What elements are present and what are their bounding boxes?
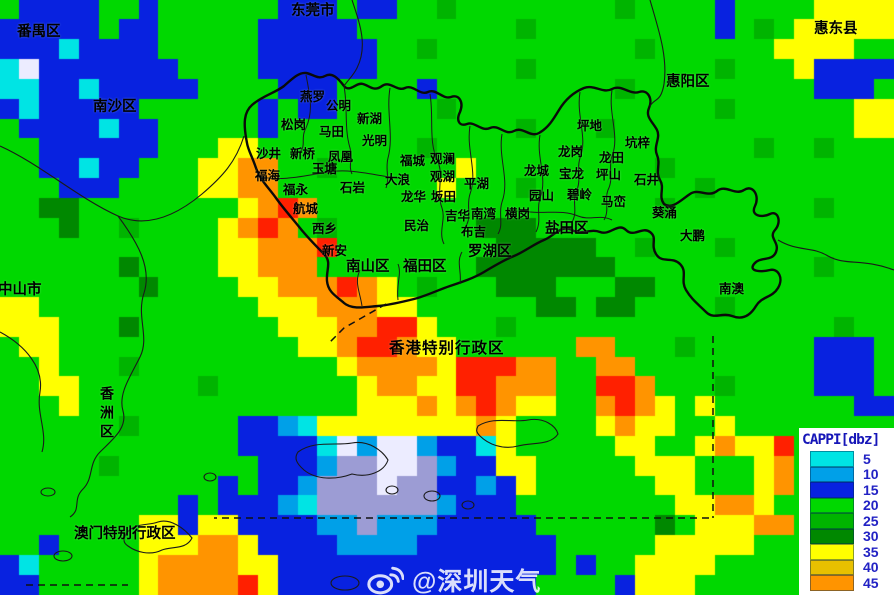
map-label: 福永 <box>283 183 309 197</box>
watermark-text: @深圳天气 <box>412 568 542 595</box>
legend-swatch <box>810 575 854 591</box>
legend-value: 30 <box>863 528 879 545</box>
map-label: 南山区 <box>346 259 390 275</box>
map-label: 罗湖区 <box>468 244 512 260</box>
map-label: 碧岭 <box>567 188 593 202</box>
legend-value: 40 <box>863 559 879 576</box>
map-label: 南沙区 <box>93 99 137 115</box>
legend-swatch <box>810 544 854 560</box>
map-label: 福海 <box>255 169 281 183</box>
legend-entries: 5 10 15 20 25 30 35 40 45 <box>802 451 894 591</box>
map-label: 马峦 <box>601 195 627 209</box>
legend-entry: 30 <box>802 528 894 545</box>
legend-entry: 20 <box>802 497 894 514</box>
map-label: 新安 <box>322 244 348 258</box>
legend-entry: 35 <box>802 544 894 560</box>
map-label: 横岗 <box>505 207 531 221</box>
legend-swatch <box>810 497 854 513</box>
map-label: 吉华 <box>445 209 471 223</box>
map-label: 松岗 <box>281 118 307 132</box>
map-label: 澳门特别行政区 <box>74 526 176 542</box>
map-label: 惠东县 <box>814 21 858 37</box>
legend-swatch <box>810 528 854 544</box>
legend-value: 35 <box>863 543 879 560</box>
map-label: 南湾 <box>471 207 497 221</box>
map-label: 龙田 <box>599 151 625 165</box>
legend-title: CAPPI[dbz] <box>802 432 880 448</box>
legend-value: 5 <box>863 450 871 467</box>
legend-swatch <box>810 513 854 529</box>
legend-value: 15 <box>863 481 879 498</box>
legend-entry: 25 <box>802 513 894 529</box>
map-label: 福城 <box>400 154 426 168</box>
map-label: 坑梓 <box>625 136 651 150</box>
map-label: 中山市 <box>0 282 42 298</box>
legend-entry: 5 <box>802 451 894 467</box>
map-label: 新湖 <box>357 112 383 126</box>
map-label: 新桥 <box>290 147 316 161</box>
map-label: 马田 <box>319 125 345 139</box>
weibo-icon <box>367 566 404 594</box>
legend-value: 10 <box>863 466 879 483</box>
map-label: 坪地 <box>577 119 603 133</box>
map-label: 公明 <box>326 99 352 113</box>
legend-swatch <box>810 466 854 482</box>
map-label: 燕罗 <box>300 90 326 104</box>
legend-panel: CAPPI[dbz] 5 10 15 20 25 30 35 40 45 <box>799 428 894 595</box>
map-label: 观澜 <box>430 152 456 166</box>
map-label: 民治 <box>404 219 430 233</box>
map-label: 龙城 <box>524 164 550 178</box>
map-label: 龙岗 <box>558 145 584 159</box>
legend-entry: 40 <box>802 559 894 576</box>
map-label: 大浪 <box>385 173 411 187</box>
map-label: 玉塘 <box>312 162 338 176</box>
map-label: 凤凰 <box>328 150 354 164</box>
map-label: 龙华 <box>401 190 427 204</box>
map-label: 惠阳区 <box>666 74 710 90</box>
legend-swatch <box>810 482 854 498</box>
map-label: 坪山 <box>596 168 622 182</box>
map-label: 香港特别行政区 <box>389 340 505 357</box>
map-label: 航城 <box>293 202 319 216</box>
map-label: 福田区 <box>403 259 447 275</box>
legend-value: 25 <box>863 512 879 529</box>
map-label: 光明 <box>362 134 388 148</box>
map-label: 坂田 <box>431 190 457 204</box>
map-label: 平湖 <box>464 177 490 191</box>
map-label: 石井 <box>634 173 660 187</box>
watermark: @深圳天气 <box>366 562 541 595</box>
map-label: 番禺区 <box>17 24 61 40</box>
legend-entry: 15 <box>802 482 894 498</box>
map-label: 东莞市 <box>291 3 335 19</box>
map-label: 盐田区 <box>545 221 589 237</box>
legend-entry: 45 <box>802 575 894 591</box>
map-label: 布吉 <box>461 225 487 239</box>
map-label: 沙井 <box>256 147 282 161</box>
legend-swatch <box>810 559 854 575</box>
map-label: 园山 <box>529 189 555 203</box>
legend-entry: 10 <box>802 466 894 483</box>
map-label: 葵涌 <box>652 206 678 220</box>
map-label: 香洲区 <box>99 386 115 443</box>
map-label: 大鹏 <box>680 229 706 243</box>
map-label: 西乡 <box>312 222 338 236</box>
map-label: 石岩 <box>340 181 366 195</box>
legend-value: 20 <box>863 497 879 514</box>
map-label: 南澳 <box>719 282 745 296</box>
legend-swatch <box>810 451 854 467</box>
map-label: 宝龙 <box>559 167 585 181</box>
legend-value: 45 <box>863 574 879 591</box>
map-label: 观湖 <box>430 170 456 184</box>
